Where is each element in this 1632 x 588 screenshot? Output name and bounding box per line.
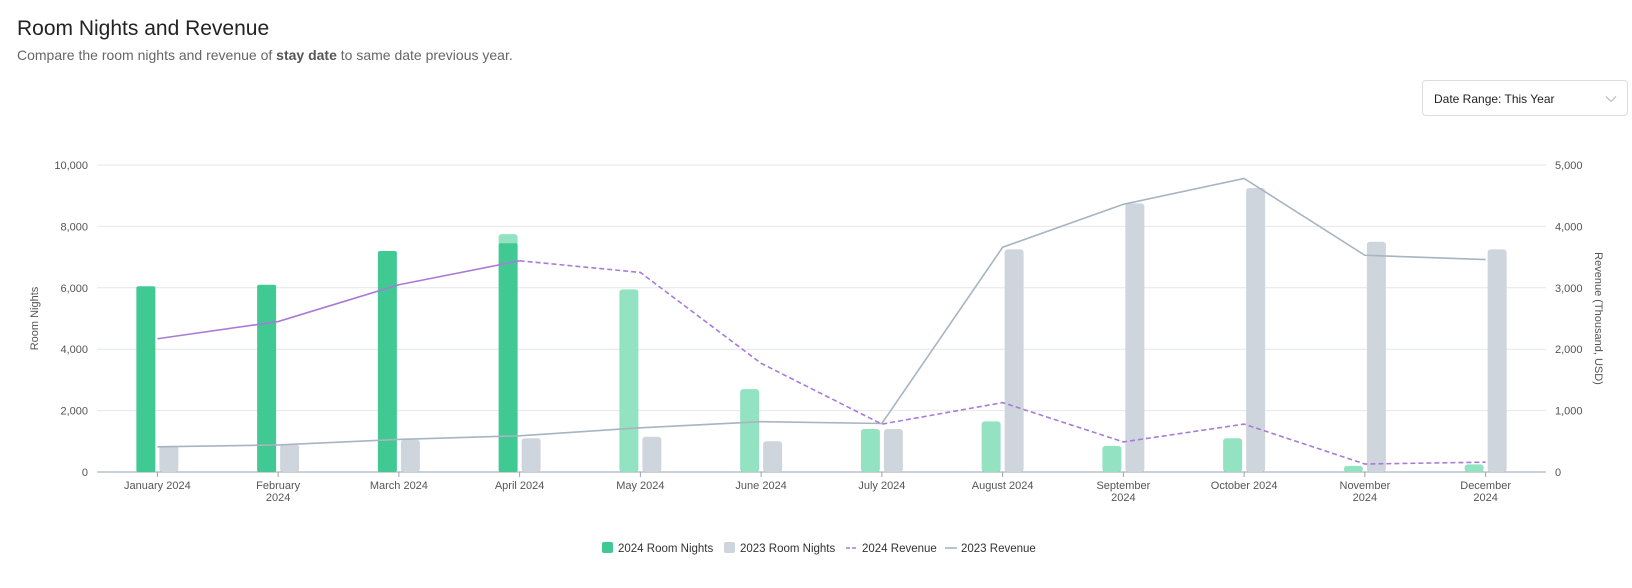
y2-tick-label: 0 <box>1555 467 1561 479</box>
date-range-select[interactable]: Date Range: This Year <box>1422 80 1628 116</box>
y2-tick-label: 3,000 <box>1555 283 1583 295</box>
subtitle-prefix: Compare the room nights and revenue of <box>17 47 277 63</box>
bar-2024-room-nights <box>1343 465 1363 472</box>
y2-tick-label: 4,000 <box>1555 221 1583 233</box>
y-tick-label: 0 <box>82 467 88 479</box>
legend-2024-revenue-label: 2024 Revenue <box>862 543 937 555</box>
page-subtitle: Compare the room nights and revenue of s… <box>17 47 513 63</box>
bar-2023-room-nights <box>159 445 179 472</box>
y-tick-label: 2,000 <box>60 406 88 418</box>
bar-2023-room-nights <box>280 444 300 472</box>
bar-2024-room-nights <box>981 421 1001 472</box>
x-tick-label: October 2024 <box>1211 480 1278 492</box>
y-tick-label: 4,000 <box>60 344 88 356</box>
line-2024-revenue-actual <box>157 259 520 340</box>
y2-tick-label: 5,000 <box>1555 160 1583 172</box>
y-tick-label: 10,000 <box>54 160 88 172</box>
x-tick-label: November <box>1340 480 1391 492</box>
x-tick-label: August 2024 <box>972 480 1034 492</box>
bar-2023-room-nights <box>883 429 903 472</box>
x-tick-label: December <box>1460 480 1511 492</box>
y2-tick-label: 2,000 <box>1555 344 1583 356</box>
y2-axis-title: Revenue (Thousand, USD) <box>1592 252 1604 385</box>
x-tick-label: June 2024 <box>735 480 786 492</box>
bar-2024-room-nights <box>860 429 880 472</box>
x-tick-label: 2024 <box>266 492 290 504</box>
chevron-down-icon <box>1605 96 1617 103</box>
bar-2023-room-nights <box>1487 249 1507 472</box>
y-tick-label: 8,000 <box>60 221 88 233</box>
y-axis-title: Room Nights <box>29 286 41 350</box>
y-tick-label: 6,000 <box>60 283 88 295</box>
bar-2024-room-nights-forecast <box>498 234 518 247</box>
legend-2023-room-nights-label: 2023 Room Nights <box>740 543 835 555</box>
legend-2023-revenue-label: 2023 Revenue <box>961 543 1036 555</box>
x-tick-label: January 2024 <box>124 480 191 492</box>
bar-2024-room-nights <box>136 286 156 472</box>
bar-2023-room-nights <box>400 439 420 472</box>
legend-2024-room-nights-swatch <box>602 542 613 553</box>
x-tick-label: March 2024 <box>370 480 428 492</box>
bar-2024-room-nights <box>740 389 760 472</box>
x-tick-label: February <box>256 480 301 492</box>
x-tick-label: April 2024 <box>495 480 545 492</box>
bar-2024-room-nights <box>377 250 397 472</box>
bar-2023-room-nights <box>642 436 662 472</box>
bar-2024-room-nights <box>1102 445 1122 472</box>
bar-2023-room-nights <box>1125 203 1145 472</box>
bar-2024-room-nights <box>498 243 518 472</box>
y2-tick-label: 1,000 <box>1555 406 1583 418</box>
page-title: Room Nights and Revenue <box>17 17 270 40</box>
legend-2023-room-nights-swatch <box>724 542 735 553</box>
bar-2023-room-nights <box>763 441 783 472</box>
bar-2023-room-nights <box>521 438 541 472</box>
bar-2024-room-nights <box>619 289 639 472</box>
bar-2023-room-nights <box>1004 249 1024 472</box>
bar-2023-room-nights <box>1366 241 1386 472</box>
bar-2024-room-nights <box>257 284 277 472</box>
line-2024-revenue-forecast <box>519 259 1486 465</box>
x-tick-label: 2024 <box>1353 492 1377 504</box>
x-tick-label: 2024 <box>1111 492 1135 504</box>
bar-2024-room-nights <box>1464 464 1484 472</box>
x-tick-label: 2024 <box>1473 492 1497 504</box>
date-range-label: Date Range: This Year <box>1434 92 1555 106</box>
x-tick-label: September <box>1096 480 1150 492</box>
x-tick-label: July 2024 <box>858 480 905 492</box>
x-tick-label: May 2024 <box>616 480 664 492</box>
legend-2024-room-nights-label: 2024 Room Nights <box>618 543 713 555</box>
bar-2024-room-nights <box>1223 438 1243 472</box>
bar-2023-room-nights <box>1246 188 1266 472</box>
line-2023-revenue <box>157 177 1486 448</box>
subtitle-bold: stay date <box>276 47 337 63</box>
subtitle-suffix: to same date previous year. <box>336 47 513 63</box>
